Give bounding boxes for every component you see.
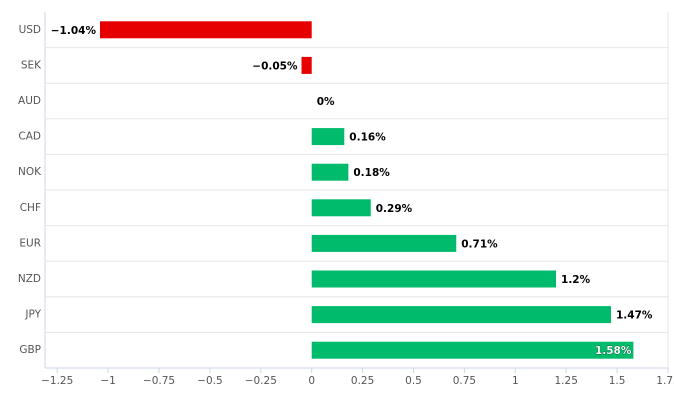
x-tick-label: −1.25 — [41, 375, 73, 387]
x-tick-label: −1 — [100, 375, 115, 387]
bar — [99, 21, 312, 39]
y-tick-label: NOK — [18, 166, 42, 178]
value-label: 0.16% — [349, 132, 386, 144]
x-tick-label: 0 — [308, 375, 315, 387]
bar — [311, 163, 349, 181]
x-tick-label: 1 — [512, 375, 519, 387]
bar — [311, 341, 634, 359]
y-tick-label: CAD — [18, 131, 41, 143]
x-tick-label: 0.75 — [453, 375, 476, 387]
y-tick-label: NZD — [18, 273, 41, 285]
x-tick-label: −0.75 — [143, 375, 175, 387]
x-tick-label: −0.25 — [245, 375, 277, 387]
value-label: 0.71% — [461, 238, 498, 250]
y-tick-label: EUR — [19, 237, 41, 249]
y-tick-label: GBP — [19, 344, 41, 356]
value-label: 0.18% — [353, 167, 390, 179]
bar — [311, 306, 611, 324]
bar — [301, 56, 312, 74]
bar — [311, 234, 457, 252]
x-tick-label: 1.75 — [656, 375, 674, 387]
y-tick-label: SEK — [21, 59, 42, 71]
bar — [311, 128, 345, 146]
x-tick-label: 1.25 — [555, 375, 578, 387]
value-label: 0% — [317, 96, 335, 108]
x-tick-label: 1.5 — [609, 375, 626, 387]
x-tick-label: −0.5 — [197, 375, 223, 387]
x-tick-label: 0.5 — [405, 375, 422, 387]
x-tick-label: 0.25 — [351, 375, 374, 387]
y-tick-label: USD — [19, 24, 41, 36]
y-tick-label: AUD — [18, 95, 41, 107]
bar — [311, 199, 371, 217]
value-label: 1.2% — [561, 274, 591, 286]
value-label: 1.47% — [616, 310, 653, 322]
value-label: −0.05% — [252, 60, 298, 72]
value-label: 0.29% — [376, 203, 413, 215]
bar — [311, 270, 557, 288]
value-label: 1.58% — [595, 345, 632, 357]
y-tick-label: JPY — [24, 309, 41, 321]
value-label: −1.04% — [51, 25, 97, 37]
y-tick-label: CHF — [20, 202, 41, 214]
